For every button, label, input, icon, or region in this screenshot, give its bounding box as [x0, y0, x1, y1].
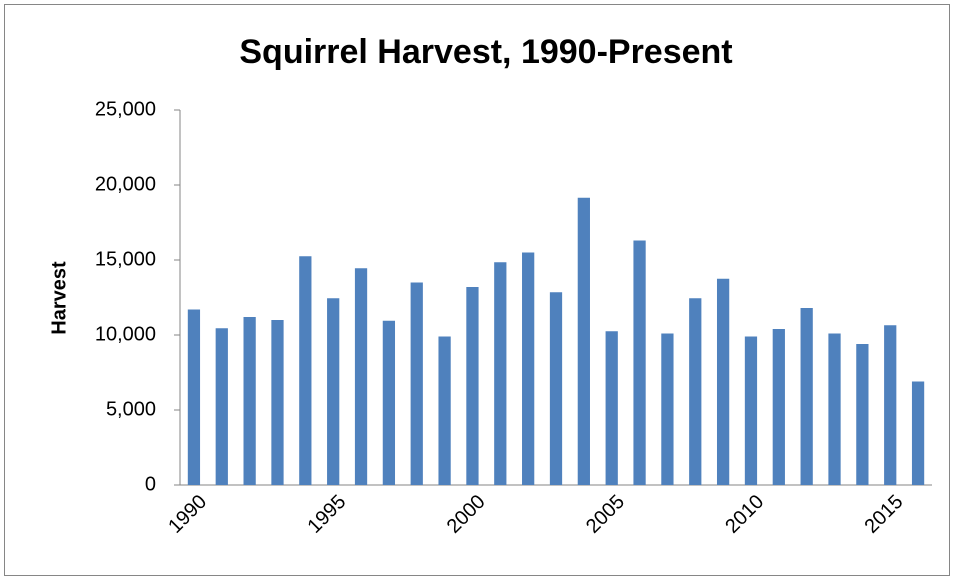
bar: [856, 344, 869, 485]
bar: [299, 256, 312, 485]
y-tick-label: 0: [145, 473, 156, 495]
bar: [327, 298, 340, 485]
bar: [716, 278, 730, 485]
y-tick-label: 20,000: [95, 173, 156, 195]
bar: [633, 240, 646, 485]
bar: [522, 252, 535, 485]
bar: [744, 336, 758, 485]
bar: [772, 329, 785, 485]
bar: [577, 197, 590, 485]
bar: [605, 331, 618, 485]
bar: [661, 333, 674, 485]
y-axis-label: Harvest: [48, 261, 70, 335]
bar: [494, 262, 507, 485]
bar: [382, 320, 396, 485]
bar: [911, 381, 925, 485]
bar: [884, 325, 897, 485]
y-tick-label: 15,000: [95, 248, 156, 270]
bar: [828, 333, 841, 485]
bar: [410, 282, 423, 485]
bar: [243, 317, 256, 485]
bar: [187, 309, 201, 485]
bar: [271, 320, 284, 485]
y-tick-label: 5,000: [106, 398, 156, 420]
y-tick-label: 25,000: [95, 98, 156, 120]
bar: [215, 328, 228, 485]
bar: [549, 292, 563, 485]
bar: [800, 308, 813, 485]
y-tick-label: 10,000: [95, 323, 156, 345]
bar: [354, 268, 368, 485]
bar: [438, 336, 451, 485]
chart-title: Squirrel Harvest, 1990-Present: [239, 33, 732, 71]
bar: [466, 287, 479, 485]
bar: [689, 298, 702, 485]
